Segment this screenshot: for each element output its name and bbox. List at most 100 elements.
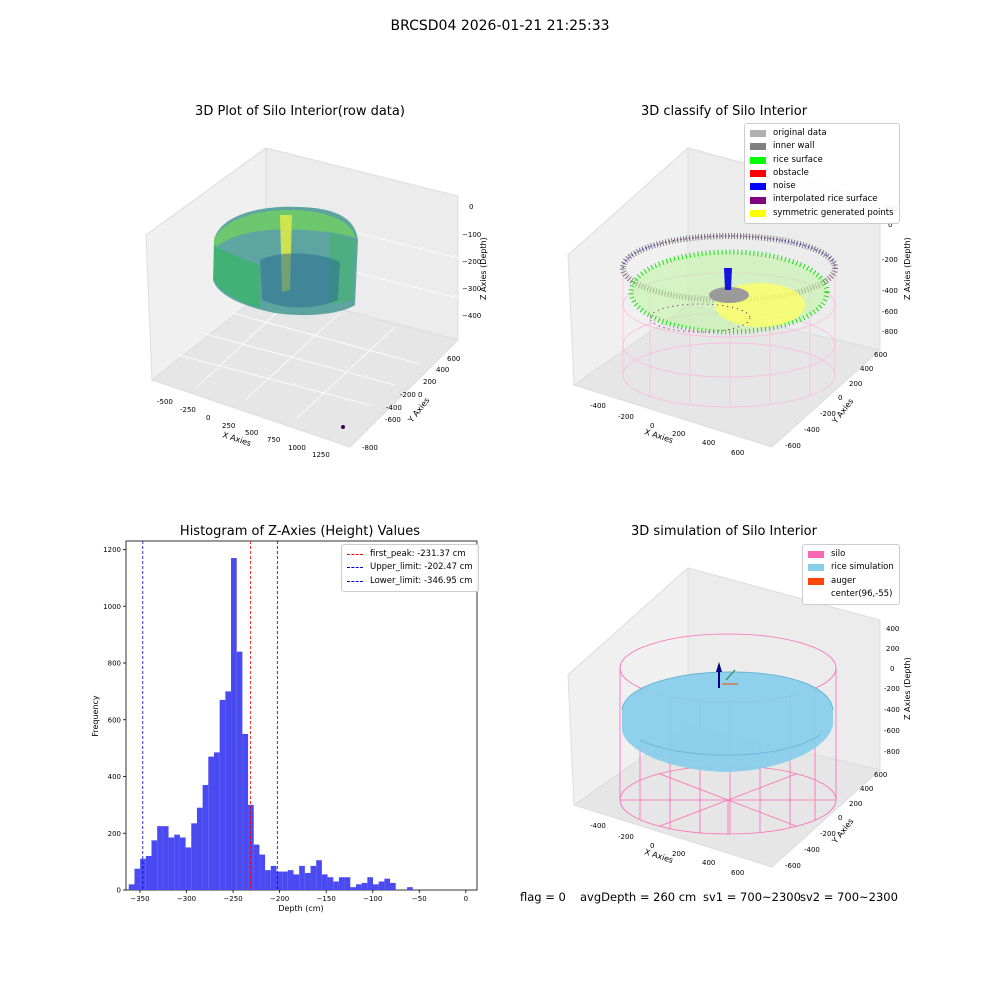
figure-title: BRCSD04 2026-01-21 21:25:33 [390, 18, 610, 34]
panel1-point-cloud [213, 206, 358, 429]
histogram-bar [378, 881, 385, 890]
p1-ytick-6: 400 [436, 366, 449, 374]
legend-item-first-peak: first_peak: -231.37 cm [347, 548, 473, 561]
panel2-legend: original data inner wall rice surface ob… [744, 123, 900, 225]
p1-xtick-3: 250 [222, 422, 235, 430]
histogram-bar [265, 870, 271, 890]
legend-swatch [750, 196, 766, 204]
panel4-legend: silo rice simulation auger center(96,-55… [802, 544, 900, 606]
histogram-bar [361, 882, 368, 890]
legend-item-inner-wall: inner wall [750, 140, 894, 153]
x-tick-label: −200 [270, 895, 289, 903]
histogram-bar [151, 840, 158, 890]
p1-ytick-4: 0 [418, 391, 422, 399]
histogram-bar [316, 860, 322, 890]
histogram-bar [185, 847, 192, 890]
x-tick-label: −300 [177, 895, 196, 903]
footer-sv2: sv2 = 700~2300 [800, 890, 898, 904]
panel2-classified-points [620, 233, 838, 335]
x-tick-label: −100 [363, 895, 382, 903]
p2-xtick-0: -400 [590, 402, 606, 410]
histogram-bar [219, 699, 226, 890]
histogram-bar [259, 854, 266, 890]
histogram-bar [213, 752, 220, 890]
p1-ylabel: Y Axies [406, 396, 432, 425]
p4-xtick-3: 200 [672, 850, 685, 858]
histogram-bar [231, 558, 237, 890]
x-tick-label: 0 [464, 895, 468, 903]
p2-ztick-1: 0 [888, 221, 892, 229]
y-tick-label: 200 [108, 830, 121, 838]
p4-ytick-3: 0 [838, 814, 842, 822]
histogram-bar [236, 651, 243, 890]
panel2-title: 3D classify of Silo Interior [640, 104, 808, 119]
p2-ytick-2: -200 [820, 410, 836, 418]
x-tick-label: −50 [412, 895, 427, 903]
histogram-bar [299, 865, 305, 890]
histogram-bar [242, 733, 249, 890]
p4-ytick-5: 400 [860, 785, 873, 793]
p4-ytick-4: 200 [849, 800, 862, 808]
histogram-bar [287, 870, 294, 890]
legend-swatch [750, 143, 766, 151]
p1-zlabel: Z Axies (Depth) [479, 237, 488, 300]
p4-ztick-3: -200 [884, 685, 900, 693]
p2-ytick-4: 200 [849, 380, 862, 388]
panel3-title: Histogram of Z-Axies (Height) Values [179, 524, 421, 539]
p4-ztick-0: 400 [886, 625, 899, 633]
histogram-bar [168, 837, 175, 890]
legend-swatch [808, 577, 824, 585]
x-tick-label: −350 [130, 895, 149, 903]
histogram-bar [191, 823, 197, 890]
panel1-ticks: -500 -250 0 250 500 750 1000 1250 -800 -… [157, 203, 481, 459]
p4-zlabel: Z Axies (Depth) [903, 657, 912, 720]
histogram-bar [202, 785, 209, 890]
p1-xtick-2: 0 [206, 414, 210, 422]
p2-ztick-3: -400 [882, 287, 898, 295]
histogram-bar [270, 865, 277, 890]
y-tick-label: 0 [117, 887, 121, 895]
p1-xtick-1: -250 [180, 406, 196, 414]
legend-swatch [808, 564, 824, 572]
p4-ztick-1: 200 [886, 645, 899, 653]
legend-swatch [750, 170, 766, 178]
histogram-bar [321, 874, 328, 890]
legend-item-silo: silo [808, 548, 894, 561]
histogram-bar [373, 884, 379, 890]
histogram-bar [276, 871, 283, 890]
panel4-auger [716, 662, 738, 688]
histogram-bar [196, 807, 203, 890]
p1-xtick-5: 750 [267, 436, 280, 444]
panel4-ticks: -400 -200 0 200 400 600 -600 -400 -200 0… [590, 625, 900, 877]
p2-xtick-5: 600 [731, 449, 744, 457]
p2-ytick-3: 0 [838, 394, 842, 402]
legend-swatch [750, 130, 766, 138]
x-tick-label: −250 [223, 895, 242, 903]
legend-item-noise: noise [750, 180, 894, 193]
histogram-bar [140, 858, 146, 890]
panel4-title: 3D simulation of Silo Interior [631, 524, 817, 539]
histogram-bar [333, 881, 339, 890]
legend-item-rice-simulation: rice simulation [808, 561, 894, 574]
histogram-legend: first_peak: -231.37 cm Upper_limit: -202… [341, 544, 479, 592]
p2-ztick-2: -200 [882, 256, 898, 264]
legend-item-lower-limit: Lower_limit: -346.95 cm [347, 575, 473, 588]
x-tick-label: −150 [317, 895, 336, 903]
legend-item-center: center(96,-55) [831, 588, 893, 599]
histogram-bar [282, 871, 288, 890]
panel2-ticks: -400 -200 0 200 400 600 -600 -400 -200 0… [590, 205, 898, 457]
p2-zlabel: Z Axies (Depth) [903, 237, 912, 300]
histogram-bar [310, 865, 317, 890]
y-tick-label: 600 [108, 716, 121, 724]
p2-ytick-0: -600 [785, 442, 801, 450]
p4-xtick-0: -400 [590, 822, 606, 830]
p4-xtick-4: 400 [702, 859, 715, 867]
histogram-bar [327, 877, 334, 890]
histogram-plot: −350 −300 −250 −200 −150 −100 −50 0 0 200 400 600 8… [91, 540, 478, 913]
legend-item-auger: auger [808, 575, 894, 588]
histogram-bar [367, 877, 374, 890]
p1-ytick-0: -800 [362, 444, 378, 452]
legend-item-rice-surface: rice surface [750, 154, 894, 167]
p1-ytick-1: -600 [385, 416, 401, 424]
y-tick-label: 800 [108, 660, 121, 668]
